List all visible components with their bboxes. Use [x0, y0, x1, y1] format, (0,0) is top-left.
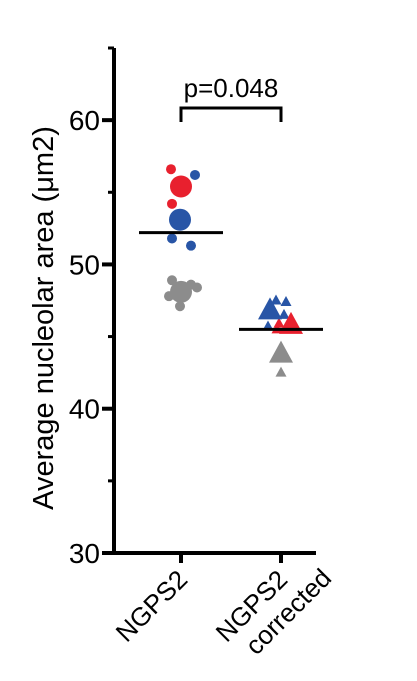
data-point-circle	[167, 233, 177, 244]
data-point-triangle	[269, 340, 293, 363]
significance-bracket	[179, 106, 283, 122]
data-point-circle	[167, 198, 177, 209]
p-value-label: p=0.048	[184, 73, 279, 103]
data-point-circle	[167, 275, 177, 286]
y-tick-label: 50	[69, 249, 100, 280]
data-point-circle	[186, 240, 196, 251]
data-point-circle	[175, 301, 185, 312]
data-point-triangle	[258, 297, 282, 320]
data-points	[164, 164, 303, 377]
x-category-label-line: NGPS2	[110, 564, 194, 648]
y-tick-label: 30	[69, 538, 100, 569]
data-point-circle	[166, 164, 176, 175]
data-point-circle	[192, 282, 202, 293]
data-point-triangle	[280, 295, 292, 306]
axes: 30 40 50 60 NGPS2 NGPS2corrected	[69, 46, 337, 668]
data-point-triangle	[275, 366, 287, 377]
data-point-circle	[170, 175, 192, 198]
data-point-circle	[190, 169, 200, 180]
data-point-triangle	[278, 308, 290, 319]
data-point-circle	[169, 208, 191, 231]
data-point-circle	[170, 280, 192, 303]
x-category-label: NGPS2	[110, 564, 194, 648]
y-axis-title: Average nucleolar area (μm2)	[28, 126, 60, 510]
mean-lines	[139, 231, 323, 331]
data-point-triangle	[270, 294, 282, 305]
y-tick-label: 40	[69, 394, 100, 425]
x-category-label: NGPS2corrected	[210, 541, 337, 668]
y-tick-label: 60	[69, 105, 100, 136]
significance-annotation: p=0.048	[179, 73, 283, 122]
